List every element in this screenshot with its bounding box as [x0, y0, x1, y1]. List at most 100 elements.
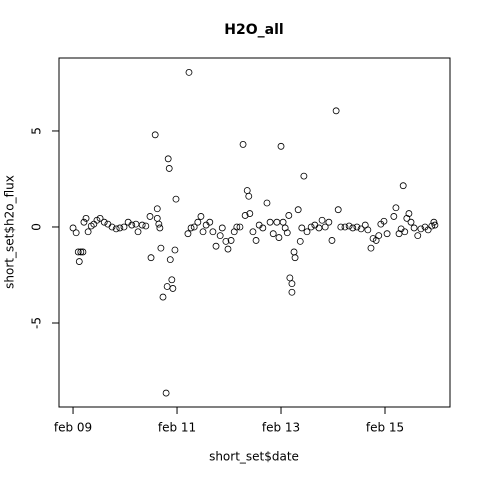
point [190, 223, 198, 231]
point [332, 107, 340, 115]
point [199, 228, 207, 236]
point [269, 230, 277, 238]
point [128, 221, 136, 229]
point [164, 155, 172, 163]
point [325, 218, 333, 226]
point [390, 213, 398, 220]
point [241, 212, 249, 219]
point [100, 218, 108, 226]
point [79, 248, 87, 256]
point [72, 229, 80, 237]
point [224, 245, 232, 253]
point [233, 223, 241, 231]
point [159, 293, 167, 301]
point [112, 225, 120, 233]
chart-title: H2O_all [224, 22, 283, 38]
point [216, 232, 224, 240]
point [407, 218, 415, 226]
point [430, 218, 438, 226]
point [281, 224, 289, 232]
point [383, 230, 391, 238]
point [74, 248, 82, 256]
point [252, 237, 260, 244]
point [168, 276, 176, 284]
point [263, 199, 271, 207]
point [337, 223, 345, 231]
point [165, 165, 173, 172]
point [142, 222, 150, 230]
point [375, 232, 383, 240]
x-tick-label: feb 11 [158, 421, 196, 435]
point [405, 210, 413, 217]
point [194, 218, 202, 226]
point [341, 223, 349, 231]
point [212, 242, 220, 250]
x-tick-label: feb 13 [262, 421, 300, 435]
point [82, 214, 90, 222]
point [401, 228, 409, 236]
point [169, 285, 177, 292]
point [171, 246, 179, 254]
point [249, 228, 257, 236]
y-tick-label: -5 [30, 317, 44, 329]
point [286, 274, 294, 282]
point [279, 218, 287, 226]
point [417, 225, 425, 233]
point [334, 206, 342, 214]
point [283, 229, 291, 237]
point [185, 69, 193, 76]
point [275, 234, 283, 241]
point [153, 205, 161, 213]
y-tick-label: 5 [30, 127, 44, 135]
point [108, 223, 116, 231]
x-tick-label: feb 09 [54, 421, 92, 435]
point [75, 258, 83, 265]
y-tick-label: 0 [30, 223, 44, 231]
point [155, 220, 163, 228]
point [367, 244, 375, 252]
point [364, 226, 372, 234]
point [266, 218, 274, 226]
point [303, 228, 311, 236]
point [197, 213, 205, 220]
point [259, 224, 267, 232]
point [294, 206, 302, 214]
point [120, 223, 128, 231]
point [157, 244, 165, 252]
point [318, 216, 326, 224]
point [222, 237, 230, 245]
point [166, 256, 174, 264]
point [206, 218, 214, 226]
point [298, 224, 306, 232]
point [288, 280, 296, 288]
point [300, 172, 308, 180]
point [84, 228, 92, 236]
point [156, 224, 164, 232]
point [184, 230, 192, 238]
point [236, 223, 244, 231]
point [357, 225, 365, 233]
point [307, 223, 315, 231]
point [209, 228, 217, 236]
point [399, 182, 407, 190]
point [345, 222, 353, 230]
point [291, 254, 299, 262]
point [77, 248, 85, 256]
plot-box [58, 57, 451, 408]
point [69, 224, 77, 232]
point [410, 224, 418, 232]
point [227, 237, 235, 244]
point [321, 223, 329, 231]
x-axis-label: short_set$date [209, 450, 299, 464]
point [285, 212, 293, 219]
point [288, 288, 296, 296]
point [134, 228, 142, 236]
point [80, 218, 88, 226]
point [277, 142, 285, 150]
point [162, 389, 170, 397]
point [328, 237, 336, 244]
point [246, 210, 254, 217]
point [172, 195, 180, 203]
point [349, 224, 357, 232]
